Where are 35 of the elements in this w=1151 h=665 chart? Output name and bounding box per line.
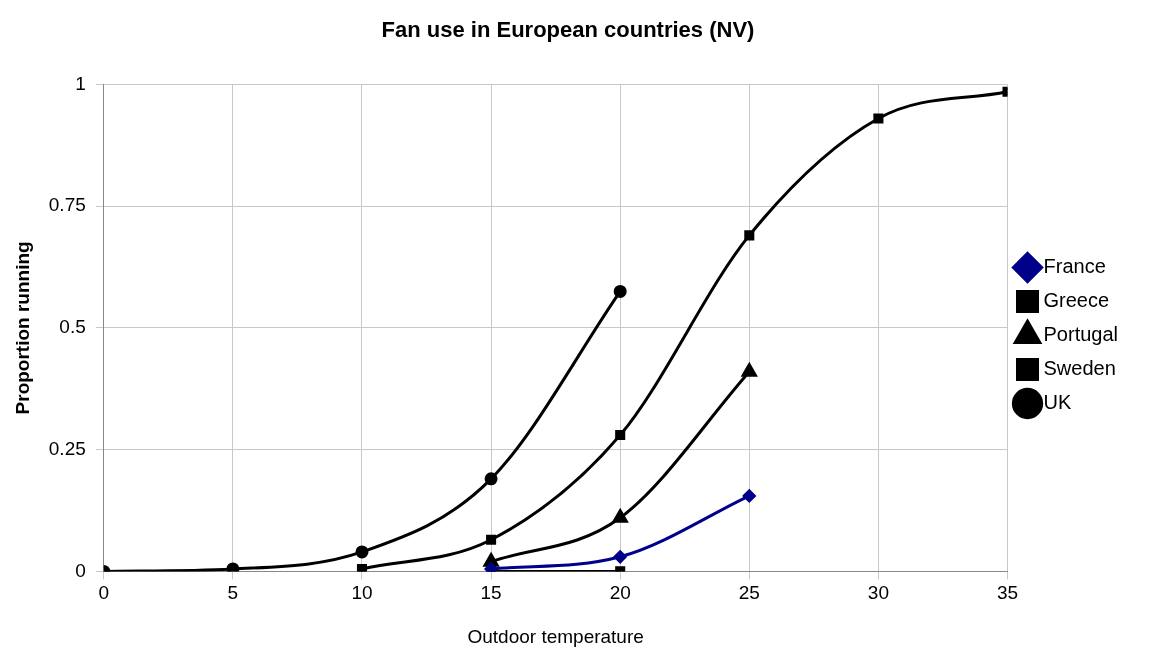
point xyxy=(355,545,369,559)
legend-label: Greece xyxy=(1043,289,1110,312)
point xyxy=(615,430,626,441)
legend-label: UK xyxy=(1043,391,1072,414)
point xyxy=(612,509,628,523)
point xyxy=(484,472,498,486)
point xyxy=(613,284,627,298)
x-tick-label: 20 xyxy=(609,582,631,604)
point xyxy=(486,534,497,545)
x-tick-label: 15 xyxy=(480,582,502,604)
x-tick-label: 0 xyxy=(98,582,110,604)
point xyxy=(613,550,627,564)
x-tick-label: 35 xyxy=(996,582,1019,604)
y-tick-label: 0 xyxy=(75,559,86,581)
y-tick-label: 0.5 xyxy=(59,316,86,338)
chart-title: Fan use in European countries (NV) xyxy=(381,17,755,43)
y-tick-label: 0.25 xyxy=(48,437,86,459)
y-tick-label: 0.75 xyxy=(48,194,86,216)
legend-label: Sweden xyxy=(1043,357,1116,380)
point xyxy=(741,363,757,377)
y-axis-title: Proportion running xyxy=(11,241,33,415)
x-tick-label: 25 xyxy=(738,582,760,604)
point xyxy=(356,563,368,572)
legend-label: France xyxy=(1043,255,1106,278)
x-tick-label: 30 xyxy=(867,582,889,604)
x-axis-title: Outdoor temperature xyxy=(467,625,644,647)
point xyxy=(873,113,884,124)
point xyxy=(226,562,240,572)
x-tick-label: 5 xyxy=(227,582,239,604)
point xyxy=(484,562,498,572)
point xyxy=(744,230,755,241)
x-tick-label: 10 xyxy=(351,582,373,604)
legend-label: Portugal xyxy=(1043,323,1119,346)
point xyxy=(742,489,756,503)
y-tick-label: 1 xyxy=(75,72,86,94)
